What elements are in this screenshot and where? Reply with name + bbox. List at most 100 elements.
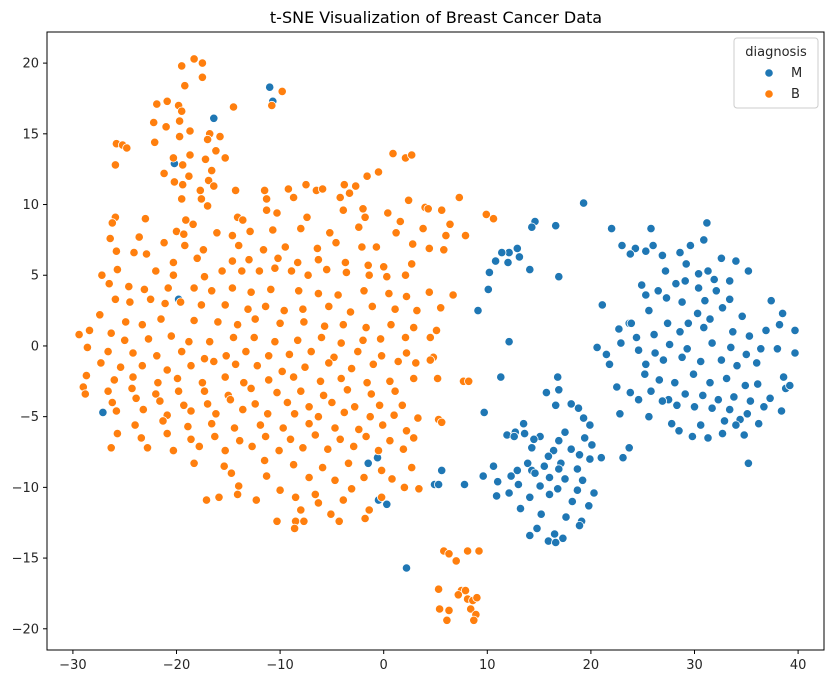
data-point <box>472 593 482 603</box>
data-point <box>339 180 349 190</box>
data-point <box>267 100 277 111</box>
data-point <box>373 445 384 456</box>
data-point <box>578 413 589 423</box>
data-point <box>653 286 663 296</box>
data-point <box>199 272 210 282</box>
data-point <box>152 351 162 361</box>
data-point <box>473 305 483 316</box>
data-point <box>275 485 285 495</box>
data-point <box>683 318 693 328</box>
data-point <box>124 281 134 292</box>
data-point <box>376 351 387 361</box>
data-point <box>210 431 220 442</box>
data-point <box>532 523 542 534</box>
data-point <box>272 516 282 526</box>
data-point <box>721 373 732 384</box>
data-point <box>743 458 754 468</box>
data-point <box>548 445 559 456</box>
data-point <box>354 424 364 434</box>
legend-marker-m <box>764 68 774 78</box>
data-point <box>180 81 190 91</box>
data-point <box>719 416 730 426</box>
data-point <box>151 389 161 399</box>
data-point <box>680 389 690 399</box>
data-point <box>220 372 230 382</box>
data-point <box>551 537 561 548</box>
data-point <box>549 529 560 539</box>
data-point <box>743 266 754 276</box>
data-point <box>397 400 407 410</box>
data-point <box>181 215 191 225</box>
data-point <box>641 359 651 369</box>
data-point <box>412 305 422 316</box>
data-point <box>716 355 727 365</box>
data-point <box>530 468 540 478</box>
data-point <box>127 383 137 393</box>
data-point <box>120 335 130 345</box>
data-point <box>226 468 236 478</box>
data-point <box>693 283 704 293</box>
data-point <box>365 412 375 422</box>
data-point <box>637 280 647 290</box>
data-point <box>527 222 537 232</box>
data-point <box>374 400 385 410</box>
data-point <box>739 430 749 440</box>
data-point <box>260 301 271 311</box>
data-point <box>790 325 800 335</box>
data-point <box>587 440 597 450</box>
data-point <box>128 348 138 358</box>
data-point <box>304 402 314 412</box>
x-tick-label: 20 <box>583 658 600 673</box>
data-point <box>212 228 222 238</box>
data-point <box>188 219 198 229</box>
data-point <box>551 400 561 410</box>
data-point <box>200 154 211 164</box>
data-point <box>259 185 270 195</box>
data-point <box>184 171 194 181</box>
data-point <box>346 484 357 494</box>
data-point <box>700 296 710 306</box>
data-point <box>225 395 235 405</box>
data-point <box>725 294 735 304</box>
data-point <box>464 376 474 386</box>
data-point <box>368 359 378 369</box>
data-point <box>84 325 95 335</box>
data-point <box>400 332 411 343</box>
data-point <box>466 604 476 614</box>
data-point <box>233 489 243 499</box>
data-point <box>346 363 357 374</box>
data-point <box>664 339 675 350</box>
data-point <box>280 242 290 252</box>
data-point <box>439 245 449 255</box>
data-point <box>572 485 583 495</box>
data-point <box>252 361 262 371</box>
data-point <box>558 533 568 543</box>
data-point <box>497 248 507 258</box>
data-point <box>423 204 433 214</box>
data-point <box>103 386 113 396</box>
data-point <box>95 310 105 320</box>
data-point <box>585 420 595 430</box>
data-point <box>574 450 585 460</box>
data-point <box>186 406 196 416</box>
data-point <box>131 393 141 403</box>
data-point <box>312 243 322 253</box>
data-point <box>573 403 584 413</box>
data-point <box>359 472 369 483</box>
data-point <box>290 492 301 502</box>
data-point <box>444 549 454 559</box>
data-point <box>382 272 392 282</box>
data-point <box>785 380 795 391</box>
data-point <box>350 402 360 412</box>
data-point <box>357 242 367 252</box>
data-point <box>217 266 227 276</box>
data-point <box>376 465 387 475</box>
data-point <box>80 389 90 399</box>
data-point <box>488 214 499 224</box>
data-point <box>338 205 348 215</box>
data-point <box>388 149 398 159</box>
data-point <box>401 291 412 302</box>
data-point <box>339 407 349 417</box>
data-point <box>765 393 775 403</box>
data-point <box>512 465 522 475</box>
